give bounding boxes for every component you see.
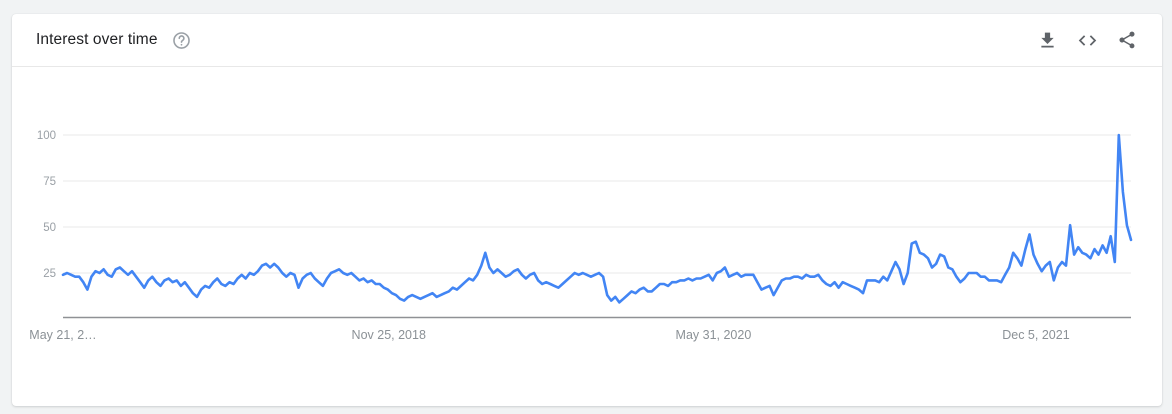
interest-over-time-card: Interest over time bbox=[12, 14, 1162, 406]
y-axis-tick-label: 25 bbox=[43, 268, 56, 280]
trend-chart-svg[interactable]: 25 50 75 100 May 21, 2… Nov 25, 2018 May 31, 2… bbox=[12, 67, 1162, 406]
card-header: Interest over time bbox=[12, 14, 1162, 67]
share-icon[interactable] bbox=[1114, 27, 1140, 53]
card-actions bbox=[1034, 27, 1142, 54]
x-axis-tick-label: Dec 5, 2021 bbox=[1002, 328, 1069, 342]
help-icon[interactable] bbox=[172, 31, 191, 50]
trend-line bbox=[61, 133, 1133, 304]
y-axis-tick-label: 50 bbox=[43, 222, 56, 234]
x-axis-tick-label: May 21, 2… bbox=[29, 328, 96, 342]
x-axis-tick-label: May 31, 2020 bbox=[676, 328, 752, 342]
line-chart[interactable]: 25 50 75 100 May 21, 2… Nov 25, 2018 May 31, 2… bbox=[12, 67, 1162, 406]
card-header-left: Interest over time bbox=[36, 31, 191, 50]
x-axis-tick-label: Nov 25, 2018 bbox=[352, 328, 426, 342]
y-axis-tick-label: 75 bbox=[43, 176, 56, 188]
embed-code-icon[interactable] bbox=[1074, 27, 1101, 54]
card-title: Interest over time bbox=[36, 31, 158, 48]
y-axis-tick-label: 100 bbox=[37, 130, 56, 142]
download-icon[interactable] bbox=[1034, 27, 1061, 54]
